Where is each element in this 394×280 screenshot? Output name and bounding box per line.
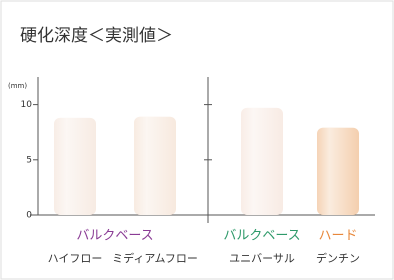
bar-highlight: [54, 118, 96, 215]
chart: 硬化深度＜実測値＞ (mm) 0 5 10 ハイフローミディアムフロー ユニバーサル デン…: [0, 0, 394, 280]
group-label: バルクベース: [76, 229, 153, 244]
group-label: バルクベース: [223, 229, 300, 244]
x-tick-label: デンチン: [316, 251, 360, 265]
y-axis-label: (mm): [8, 82, 27, 90]
x-tick-label: ハイフロー: [48, 252, 103, 265]
x-tick-label: ミディアムフロー: [112, 251, 198, 265]
y-tick-label: 5: [26, 155, 32, 165]
bar-highlight: [134, 117, 176, 215]
y-tick-label: 10: [21, 100, 33, 110]
bar-highlight: [317, 128, 359, 215]
bar-highlight: [241, 108, 283, 215]
x-tick-label: ユニバーサル: [229, 252, 295, 265]
group-label: ハード: [318, 229, 357, 244]
chart-title: 硬化深度＜実測値＞: [20, 26, 173, 46]
y-tick-label: 0: [26, 211, 32, 221]
